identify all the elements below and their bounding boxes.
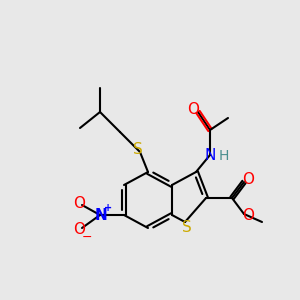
Text: O: O bbox=[187, 101, 199, 116]
Text: −: − bbox=[82, 230, 92, 244]
Text: O: O bbox=[242, 208, 254, 224]
Text: H: H bbox=[219, 149, 229, 163]
Text: S: S bbox=[133, 142, 143, 157]
Text: O: O bbox=[242, 172, 254, 188]
Text: +: + bbox=[104, 203, 112, 213]
Text: O: O bbox=[73, 196, 85, 211]
Text: S: S bbox=[182, 220, 192, 236]
Text: N: N bbox=[94, 208, 107, 223]
Text: N: N bbox=[204, 148, 216, 164]
Text: O: O bbox=[73, 223, 85, 238]
